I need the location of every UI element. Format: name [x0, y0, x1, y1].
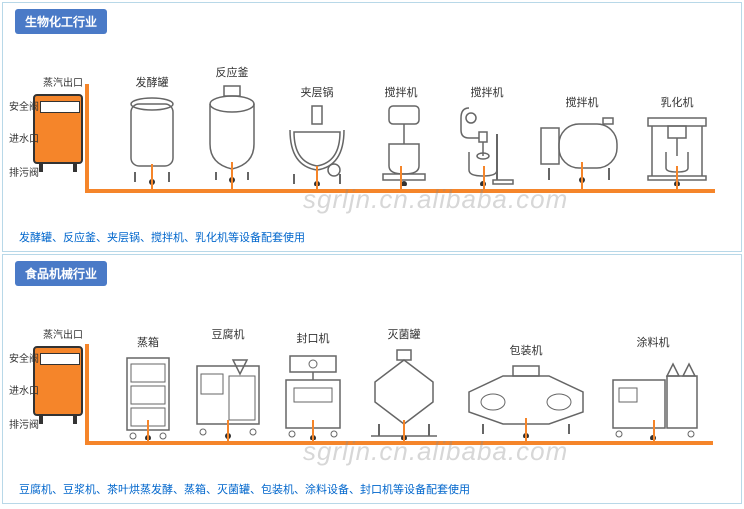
- label2-safety-valve: 安全阀: [9, 350, 39, 365]
- panel2-title: 食品机械行业: [15, 261, 107, 286]
- label-water-in: 进水口: [9, 130, 39, 145]
- label2-water-in: 进水口: [9, 382, 39, 397]
- watermark2: sgrljn.cn.alibaba.com: [303, 436, 568, 467]
- panel1-title: 生物化工行业: [15, 9, 107, 34]
- steam-down: [85, 92, 89, 192]
- label-steam-out: 蒸汽出口: [43, 74, 83, 89]
- label-coater: 涂料机: [603, 334, 703, 350]
- steam-boiler: [33, 94, 83, 179]
- label-fermenter: 发酵罐: [117, 74, 187, 90]
- label-emulsifier: 乳化机: [641, 94, 713, 110]
- panel1-caption: 发酵罐、反应釜、夹层锅、搅拌机、乳化机等设备配套使用: [19, 229, 305, 245]
- label-jacketed: 夹层锅: [281, 84, 353, 100]
- watermark1: sgrljn.cn.alibaba.com: [303, 184, 568, 215]
- label-hmixer: 搅拌机: [537, 94, 627, 110]
- steam-boiler-2: [33, 346, 83, 431]
- panel-biochem: 生物化工行业 蒸汽出口 安全阀 进水口 排污阀 发酵罐 反应釜 夹层锅: [2, 2, 742, 252]
- label-mixer1: 搅拌机: [365, 84, 437, 100]
- label-reactor: 反应釜: [197, 64, 267, 80]
- mixer2-icon: [455, 104, 519, 186]
- label-mixer2: 搅拌机: [451, 84, 523, 100]
- label-packer: 包装机: [461, 342, 591, 358]
- label-steamer: 蒸箱: [117, 334, 179, 350]
- label-sealer: 封口机: [277, 330, 349, 346]
- label-safety-valve: 安全阀: [9, 98, 39, 113]
- label-sterilizer: 灭菌罐: [359, 326, 449, 342]
- panel2-diagram: 蒸汽出口 安全阀 进水口 排污阀 蒸箱 豆腐机 封口机 灭菌罐 包装机: [3, 286, 741, 476]
- label-tofu: 豆腐机: [189, 326, 267, 342]
- label-drain: 排污阀: [9, 164, 39, 179]
- panel2-caption: 豆腐机、豆浆机、茶叶烘蒸发酵、蒸箱、灭菌罐、包装机、涂料设备、封口机等设备配套使…: [19, 481, 470, 497]
- panel1-diagram: 蒸汽出口 安全阀 进水口 排污阀 发酵罐 反应釜 夹层锅 搅拌机 搅: [3, 34, 741, 224]
- label2-drain: 排污阀: [9, 416, 39, 431]
- label2-steam-out: 蒸汽出口: [43, 326, 83, 341]
- steam-down-2: [85, 344, 89, 444]
- panel-food: 食品机械行业 蒸汽出口 安全阀 进水口 排污阀 蒸箱 豆腐机 封口机 灭菌罐: [2, 254, 742, 504]
- machine-mixer2: 搅拌机: [451, 84, 523, 186]
